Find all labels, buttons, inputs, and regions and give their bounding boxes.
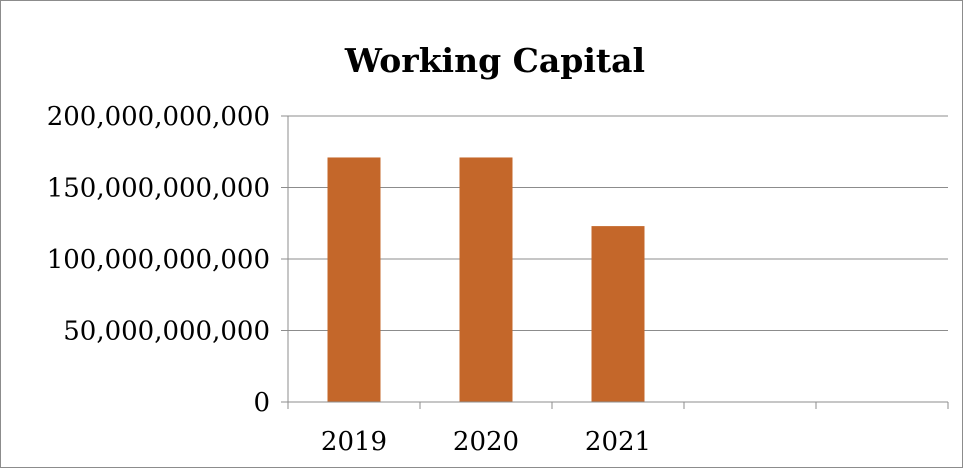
x-tick-label-2021: 2021 xyxy=(585,427,651,457)
chart-title: Working Capital xyxy=(344,41,645,80)
axes xyxy=(287,116,948,403)
x-tick-label-2020: 2020 xyxy=(453,427,519,457)
x-tick-label-2019: 2019 xyxy=(321,427,387,457)
y-tick-label: 200,000,000,000 xyxy=(47,102,270,132)
bar-2019 xyxy=(327,157,381,402)
bars xyxy=(327,157,645,402)
y-tick-label: 50,000,000,000 xyxy=(63,317,270,347)
y-axis-ticks: 0 50,000,000,000 100,000,000,000 150,000,00… xyxy=(47,102,288,418)
y-tick-label: 100,000,000,000 xyxy=(47,245,270,275)
bar-2021 xyxy=(591,226,645,402)
x-axis-ticks: 2019 2020 2021 xyxy=(287,402,949,457)
y-tick-label: 150,000,000,000 xyxy=(47,174,270,204)
y-tick-label: 0 xyxy=(253,388,270,418)
bar-2020 xyxy=(459,157,513,402)
